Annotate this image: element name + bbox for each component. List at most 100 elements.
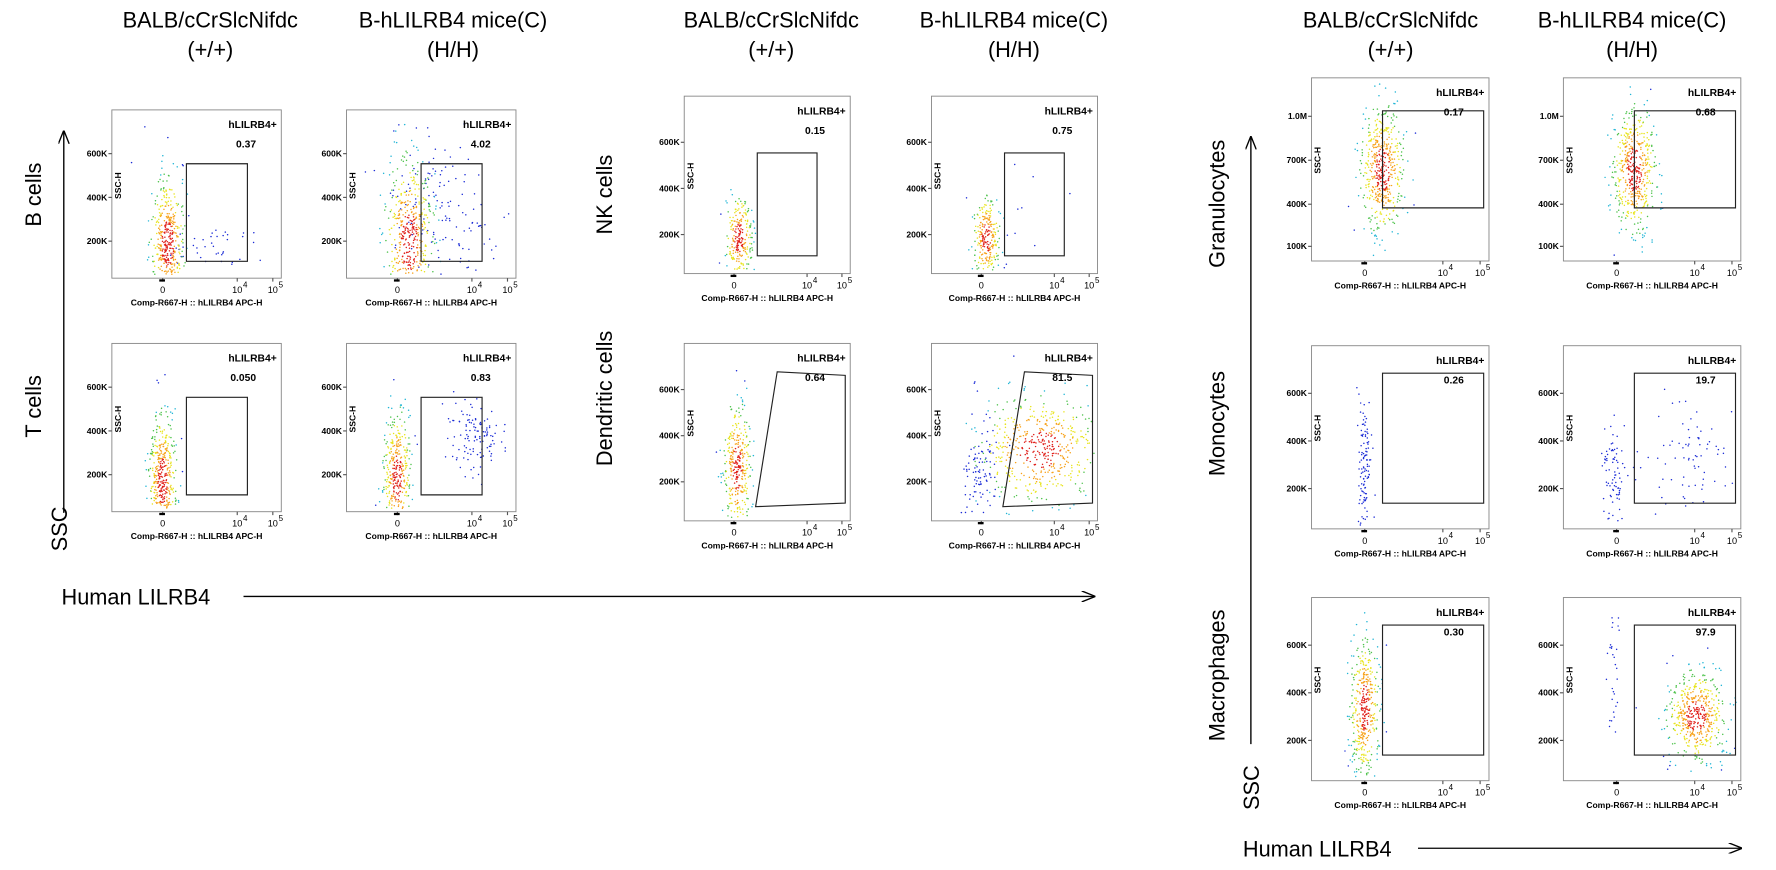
cell-dot — [1385, 644, 1388, 646]
cell-dot — [738, 411, 740, 414]
cell-dot — [980, 262, 982, 265]
cell-dot — [394, 485, 396, 487]
cell-dot — [1694, 484, 1697, 487]
cell-dot — [161, 432, 163, 434]
cell-dot — [169, 233, 171, 235]
cell-dot — [993, 231, 995, 233]
cell-dot — [1377, 745, 1379, 748]
cell-dot — [984, 224, 986, 226]
cell-dot — [449, 156, 452, 158]
cell-dot — [1363, 483, 1365, 485]
cell-dot — [170, 270, 172, 273]
cell-dot — [1630, 145, 1632, 148]
cell-dot — [1378, 131, 1381, 133]
cell-dot — [1357, 647, 1359, 650]
cell-dot — [410, 176, 412, 179]
cell-dot — [164, 248, 166, 250]
cell-dot — [720, 213, 722, 215]
cell-dot — [742, 472, 744, 475]
cell-dot — [388, 174, 391, 176]
cell-dot — [174, 211, 177, 214]
cell-dot — [737, 458, 739, 461]
cell-dot — [1379, 666, 1382, 668]
cell-dot — [1376, 753, 1378, 755]
cell-dot — [466, 434, 468, 436]
cell-dot — [443, 184, 445, 187]
cell-dot — [396, 251, 399, 254]
cell-dot — [418, 227, 421, 230]
cell-dot — [166, 505, 168, 507]
cell-dot — [153, 472, 155, 475]
cell-dot — [402, 262, 405, 264]
cell-dot — [415, 201, 417, 204]
cell-dot — [1366, 431, 1368, 433]
cell-dot — [449, 421, 451, 423]
y-tick-label: 600K — [906, 384, 927, 394]
cell-dot — [1359, 736, 1362, 739]
cell-dot — [1632, 170, 1634, 172]
cell-dot — [158, 218, 160, 221]
cell-dot — [166, 180, 168, 182]
cell-dot — [1038, 441, 1040, 443]
cell-dot — [474, 435, 477, 438]
cell-dot — [171, 233, 173, 236]
gate — [1002, 371, 1094, 508]
cell-dot — [1378, 83, 1381, 85]
cell-dot — [986, 430, 989, 433]
cell-dot — [172, 239, 174, 242]
cell-dot — [1636, 175, 1638, 178]
cell-dot — [1402, 138, 1405, 140]
cell-dot — [990, 239, 993, 242]
cell-dot — [1014, 232, 1016, 235]
cell-dot — [476, 453, 479, 456]
cell-dot — [1059, 454, 1062, 457]
cell-dot — [1373, 177, 1375, 179]
cell-dot — [1360, 187, 1362, 189]
cell-dot — [754, 232, 757, 235]
cell-dot — [434, 170, 437, 172]
gate-label: hLILRB4+ — [1045, 354, 1093, 365]
column-header: B-hLILRB4 mice(C) — [1538, 7, 1727, 32]
cell-dot — [1395, 214, 1398, 216]
cell-dot — [393, 444, 396, 447]
cell-dot — [738, 212, 741, 214]
cell-dot — [748, 236, 750, 239]
cell-dot — [1399, 166, 1401, 169]
cell-dot — [1375, 196, 1378, 198]
cell-dot — [170, 207, 173, 210]
cell-dot — [175, 240, 177, 242]
cell-dot — [1606, 484, 1608, 487]
cell-dot — [986, 195, 988, 197]
cell-dot — [176, 266, 179, 268]
cell-dot — [426, 216, 429, 219]
cell-dot — [731, 493, 734, 496]
cell-dot — [1618, 508, 1621, 511]
cell-dot — [731, 243, 733, 246]
zero-marker — [159, 279, 165, 282]
cell-dot — [1375, 142, 1377, 144]
cell-dot — [1383, 188, 1386, 190]
cell-dot — [396, 435, 398, 438]
cell-dot — [157, 465, 159, 467]
cell-dot — [393, 238, 396, 241]
cell-dot — [1635, 180, 1637, 182]
cell-dot — [1379, 688, 1381, 690]
cell-dot — [410, 139, 413, 142]
cell-dot — [400, 224, 402, 227]
gate-percent: 0.64 — [805, 373, 825, 384]
y-tick-label: 1.0M — [1288, 111, 1307, 121]
cell-dot — [1360, 727, 1362, 730]
cell-dot — [1026, 419, 1028, 422]
cell-dot — [989, 207, 991, 210]
cell-dot — [1370, 766, 1372, 769]
cell-dot — [1383, 129, 1386, 131]
cell-dot — [1363, 726, 1365, 729]
cell-dot — [398, 495, 400, 497]
cell-dot — [978, 471, 981, 473]
cell-dot — [423, 258, 425, 261]
x-tick-exponent: 4 — [1700, 531, 1705, 540]
cell-dot — [724, 254, 727, 257]
cell-dot — [399, 232, 401, 235]
cell-dot — [404, 460, 407, 462]
